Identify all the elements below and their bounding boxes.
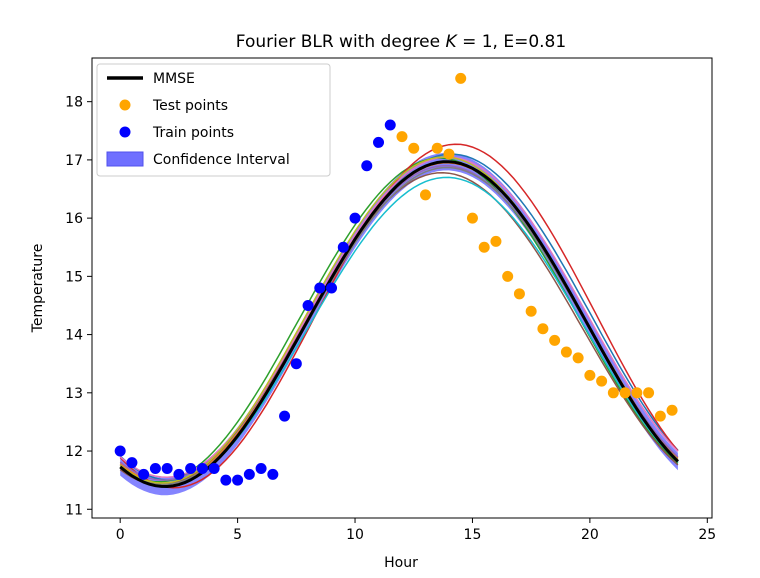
test-point: [596, 375, 608, 387]
train-point: [349, 212, 361, 224]
test-point: [631, 387, 643, 399]
test-point: [502, 270, 514, 282]
sample-curve: [119, 143, 679, 489]
x-tick-label: 0: [116, 527, 125, 543]
test-point: [396, 131, 408, 143]
train-point: [126, 457, 138, 469]
test-point: [478, 241, 490, 253]
test-point: [525, 305, 537, 317]
mmse-line: [119, 160, 679, 489]
test-point: [419, 189, 431, 201]
train-point: [337, 241, 349, 253]
legend-swatch: [119, 99, 131, 111]
train-point: [149, 463, 161, 475]
train-point: [232, 474, 244, 486]
train-point: [114, 445, 126, 457]
plot-area: [114, 72, 679, 496]
sample-curve: [119, 165, 679, 481]
test-point: [431, 142, 443, 154]
train-point: [255, 463, 267, 475]
test-point: [619, 387, 631, 399]
train-point: [267, 468, 279, 480]
legend-label: Test points: [152, 98, 228, 114]
test-point: [643, 387, 655, 399]
x-tick-label: 15: [464, 527, 482, 543]
y-tick-label: 12: [65, 444, 83, 460]
train-point: [279, 410, 291, 422]
test-point: [490, 235, 502, 247]
y-tick-label: 11: [65, 502, 83, 518]
train-point: [361, 160, 373, 172]
test-point: [654, 410, 666, 422]
test-point: [584, 369, 596, 381]
sample-curve: [119, 156, 679, 478]
test-point: [572, 352, 584, 364]
train-point: [302, 299, 314, 311]
confidence-band: [120, 153, 678, 496]
y-tick-label: 14: [65, 328, 83, 344]
train-point: [326, 282, 338, 294]
train-point: [173, 468, 185, 480]
plot-frame: [91, 57, 713, 519]
train-point: [208, 463, 220, 475]
x-tick-label: 25: [698, 527, 716, 543]
legend-swatch: [119, 126, 131, 138]
legend-label: MMSE: [153, 71, 195, 87]
train-point: [290, 358, 302, 370]
y-tick-label: 16: [65, 211, 83, 227]
test-point: [443, 148, 455, 160]
test-point: [560, 346, 572, 358]
legend-swatch: [106, 151, 144, 167]
y-axis-label: Temperature: [30, 244, 46, 334]
test-point: [408, 142, 420, 154]
test-point: [549, 334, 561, 346]
legend-box: [96, 63, 331, 177]
x-tick-label: 10: [346, 527, 364, 543]
test-point: [513, 288, 525, 300]
sample-curve: [119, 153, 679, 481]
sample-curve: [119, 162, 679, 484]
train-point: [185, 463, 197, 475]
train-point: [196, 463, 208, 475]
train-point: [384, 119, 396, 131]
x-tick-label: 5: [233, 527, 242, 543]
legend: MMSE Test points Train points Confidence In…: [96, 63, 331, 177]
train-point: [220, 474, 232, 486]
chart-title: Fourier BLR with degree K = 1, E=0.81: [236, 32, 566, 52]
axes: 0 5 10 15 20 25 11 12 13 14 15 16 17 18: [65, 95, 716, 543]
test-point: [466, 212, 478, 224]
test-point: [666, 404, 678, 416]
x-tick-label: 20: [581, 527, 599, 543]
y-tick-label: 17: [65, 153, 83, 169]
train-point: [161, 463, 173, 475]
legend-label: Train points: [152, 125, 234, 141]
legend-label: Confidence Interval: [153, 152, 290, 168]
y-tick-label: 18: [65, 95, 83, 111]
train-point: [243, 468, 255, 480]
train-point: [373, 136, 385, 148]
y-tick-label: 15: [65, 269, 83, 285]
test-point: [607, 387, 619, 399]
test-point: [537, 323, 549, 335]
train-point: [138, 468, 150, 480]
y-tick-label: 13: [65, 386, 83, 402]
x-axis-label: Hour: [384, 555, 418, 571]
train-point: [314, 282, 326, 294]
test-point: [455, 72, 467, 84]
